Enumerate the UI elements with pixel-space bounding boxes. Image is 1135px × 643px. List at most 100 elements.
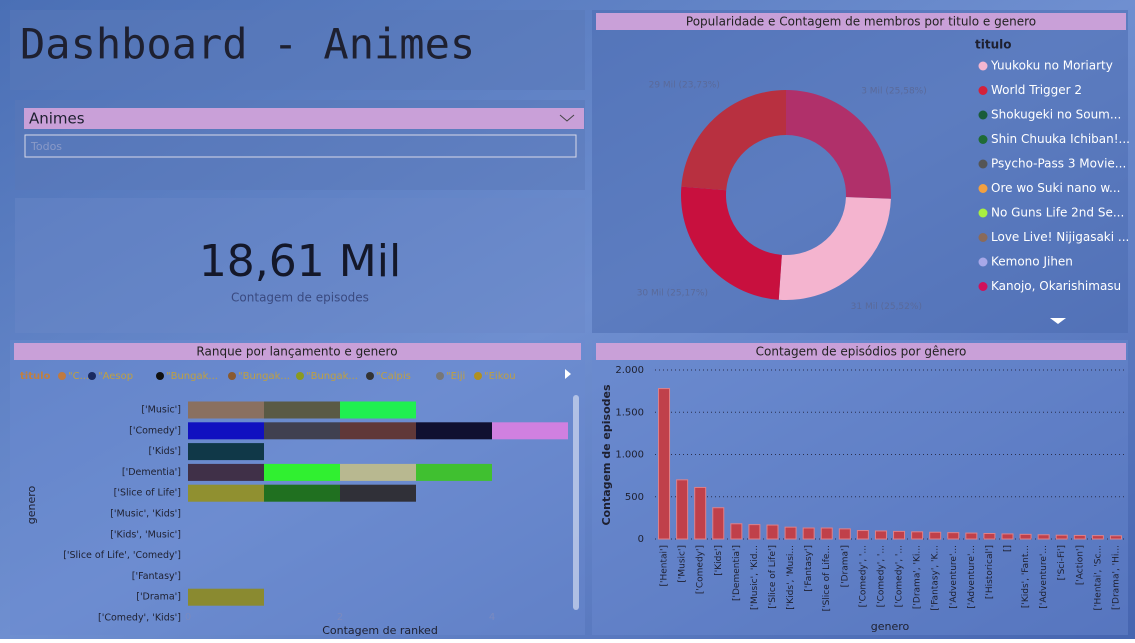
x-tick-label: ['Slice of Life... (822, 545, 832, 611)
bar-segment (416, 463, 492, 481)
bar (1019, 533, 1032, 540)
slicer-chevron[interactable] (559, 114, 575, 122)
x-tick-label: ['Adventure'... (1039, 545, 1049, 609)
x-tick-label: ['Fantasy', 'K... (931, 545, 941, 611)
y-tick-label: ['Dementia'] (122, 467, 181, 478)
bar-segment (188, 401, 264, 419)
bar (658, 388, 671, 540)
x-tick-label: 2 (337, 612, 343, 623)
donut-header (596, 13, 1126, 30)
data-label: 31 Mil (25,52%) (851, 302, 922, 312)
card-label: Contagem de episodes (231, 291, 369, 305)
bar-segment (340, 484, 416, 502)
bar (856, 530, 869, 540)
bar-segment (340, 401, 416, 419)
bar (911, 531, 924, 540)
legend-label: "Aesop (98, 371, 133, 382)
legend-marker (978, 233, 988, 242)
bar (1037, 534, 1050, 540)
legend-marker (296, 372, 304, 380)
y-tick-label: ['Slice of Life'] (114, 488, 181, 499)
x-tick-label: ['Comedy', '... (895, 545, 905, 607)
slicer-dropdown[interactable] (24, 134, 577, 158)
x-tick-label: 0 (185, 612, 191, 623)
legend-scroll[interactable] (1050, 318, 1066, 324)
bar (712, 507, 725, 540)
x-tick-label: ['Kids', 'Fant... (1021, 545, 1031, 608)
y-tick-label: 0 (638, 534, 644, 545)
chart-title: Popularidade e Contagem de membros por t… (686, 15, 1036, 29)
legend-label: Shokugeki no Soum... (991, 108, 1121, 122)
x-tick-label: ['Dementia'] (732, 545, 742, 601)
scrollbar[interactable] (573, 395, 579, 610)
legend-label: No Guns Life 2nd Se... (991, 206, 1124, 220)
legend-next[interactable] (565, 369, 571, 379)
legend-marker (978, 184, 988, 193)
title-panel (10, 10, 585, 90)
legend-label: Yuukoku no Moriarty (990, 59, 1113, 73)
bar (784, 526, 797, 540)
x-tick-label: ['Adventure'... (949, 545, 959, 609)
slicer-header[interactable] (24, 108, 584, 129)
y-tick-label: ['Comedy'] (129, 425, 181, 436)
legend-label: World Trigger 2 (991, 83, 1082, 97)
bar-segment (188, 443, 264, 461)
bar-segment (340, 422, 416, 440)
x-tick-label: ['Comedy', '... (858, 545, 868, 607)
y-axis-label: Contagem de episodes (600, 384, 613, 525)
y-tick-label: 2.000 (615, 365, 644, 376)
bar (820, 527, 833, 540)
legend-title: titulo (20, 371, 51, 382)
legend-label: "Bungak... (166, 371, 218, 382)
y-tick-label: 1.500 (615, 407, 644, 418)
donut-slice (778, 197, 891, 300)
x-tick-label: ['Drama', 'Ki... (913, 545, 923, 609)
x-tick-label: ['Music', 'Kid... (750, 545, 760, 610)
hbar-header (14, 343, 581, 360)
bar (874, 530, 887, 540)
vbar-header (596, 343, 1126, 360)
slicer-label: Animes (29, 110, 85, 128)
legend-marker (436, 372, 444, 380)
bar (983, 533, 996, 540)
legend-marker (978, 257, 988, 267)
x-tick-label: ['Fantasy'] (804, 545, 814, 592)
chart-title: Ranque por lançamento e genero (196, 345, 397, 359)
legend-label: "Bungak... (238, 371, 290, 382)
x-tick-label: ['Comedy', '... (876, 545, 886, 607)
y-tick-label: 1.000 (615, 450, 644, 461)
chart-title: Contagem de episódios por gênero (756, 345, 967, 359)
bar (802, 527, 815, 540)
slicer-placeholder: Todos (30, 140, 62, 153)
bar-segment (188, 588, 264, 606)
bar (766, 524, 779, 540)
legend-marker (366, 372, 374, 380)
legend-label: Ore wo Suki nano w... (991, 181, 1120, 195)
legend-label: Kemono Jihen (991, 255, 1073, 269)
data-label: 30 Mil (25,17%) (637, 288, 708, 298)
x-tick-label: ['Drama', 'Hi... (1111, 545, 1121, 610)
y-tick-label: ['Kids', 'Music'] (110, 529, 181, 540)
card-panel (15, 198, 585, 333)
legend-label: Kanojo, Okarishimasu (991, 279, 1121, 293)
x-tick-label: ['Kids', 'Musi... (786, 545, 796, 610)
x-tick-label: ['Sci-Fi'] (1057, 545, 1067, 580)
bar-segment (492, 422, 568, 440)
bar-segment (264, 484, 340, 502)
bar (748, 524, 761, 540)
bar-segment (264, 401, 340, 419)
y-tick-label: ['Slice of Life', 'Comedy'] (63, 550, 181, 561)
x-tick-label: [] (1003, 545, 1013, 552)
bar-segment (188, 422, 264, 440)
bar-segment (264, 422, 340, 440)
donut-slice (786, 90, 891, 199)
legend-marker (978, 110, 988, 120)
x-tick-label: ['Adventure'... (967, 545, 977, 609)
y-tick-label: ['Music'] (141, 405, 181, 416)
bar (1073, 534, 1086, 540)
bar (965, 532, 978, 540)
legend-label: Love Live! Nijigasaki ... (991, 230, 1129, 244)
y-tick-label: ['Comedy', 'Kids'] (98, 613, 181, 624)
bar-segment (264, 463, 340, 481)
bar (730, 523, 743, 540)
